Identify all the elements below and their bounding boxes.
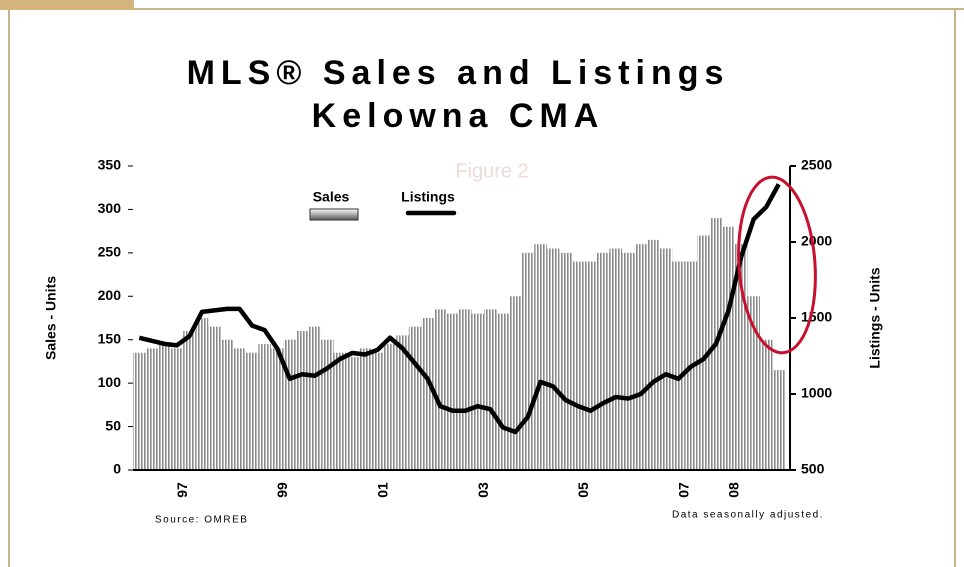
y-tick-label: 50 — [105, 417, 121, 433]
x-tick-label: 08 — [726, 482, 742, 498]
y-tick-label: 150 — [98, 330, 122, 346]
bar — [697, 235, 710, 470]
bar — [270, 348, 284, 470]
bar — [659, 248, 673, 470]
bar — [170, 348, 184, 470]
bar — [358, 348, 372, 470]
bar — [208, 326, 221, 470]
bar — [722, 226, 735, 470]
bar — [596, 252, 610, 470]
bar — [647, 239, 660, 470]
bar — [283, 339, 296, 470]
bar — [158, 344, 171, 470]
bar — [383, 344, 397, 470]
bar — [747, 296, 760, 470]
bar — [195, 318, 209, 470]
bar — [609, 248, 622, 470]
bar — [471, 313, 485, 470]
y2-tick-label: 2500 — [801, 157, 832, 173]
bar — [233, 348, 246, 470]
bar — [308, 326, 322, 470]
bar — [321, 339, 334, 470]
legend-label: Sales — [313, 189, 350, 205]
bar — [559, 252, 572, 470]
x-tick-label: 01 — [374, 482, 390, 498]
bar — [546, 248, 560, 470]
y2-axis-label: Listings - Units — [867, 267, 883, 368]
y-axis-label: Sales - Units — [43, 276, 59, 360]
bar — [584, 261, 597, 470]
bar — [220, 339, 234, 470]
note: Data seasonally adjusted. — [672, 510, 824, 521]
bar — [534, 244, 547, 470]
line — [138, 183, 781, 435]
x-tick-label: 97 — [174, 482, 190, 498]
bar — [245, 352, 259, 470]
bar — [772, 370, 785, 470]
x-tick-label: 07 — [675, 482, 691, 498]
bar — [509, 296, 522, 470]
x-tick-label: 05 — [575, 482, 591, 498]
bar — [333, 352, 347, 470]
y-tick-label: 250 — [98, 244, 122, 260]
bar — [258, 344, 271, 470]
legend-swatch — [309, 208, 359, 221]
bar — [433, 309, 447, 470]
y-tick-label: 200 — [98, 287, 122, 303]
bar — [183, 331, 196, 470]
bar — [759, 339, 773, 470]
y-tick-label: 0 — [113, 461, 121, 477]
chart-title: MLS® Sales and Listings — [187, 54, 730, 92]
bar — [371, 352, 384, 470]
tab — [0, 0, 134, 10]
highlight — [737, 175, 817, 355]
source: Source: OMREB — [155, 515, 248, 526]
y2-tick-label: 1500 — [801, 309, 832, 325]
bar — [408, 326, 422, 470]
bar — [459, 309, 472, 470]
bar — [571, 261, 585, 470]
x-tick-label: 99 — [274, 482, 290, 498]
y2-tick-label: 1000 — [801, 385, 832, 401]
y-tick-label: 300 — [98, 200, 122, 216]
y2-tick-label: 500 — [801, 461, 825, 477]
figure-label: Figure 2 — [455, 160, 528, 182]
bar — [521, 252, 535, 470]
bar — [496, 313, 510, 470]
bar — [634, 244, 648, 470]
y-tick-label: 350 — [98, 157, 122, 173]
bar — [446, 313, 459, 470]
bar — [672, 261, 685, 470]
y-tick-label: 100 — [98, 374, 122, 390]
bar — [484, 309, 497, 470]
chart-subtitle: Kelowna CMA — [312, 97, 605, 135]
bar — [421, 318, 434, 470]
plot: 0501001502002503003505001000150020002500… — [98, 157, 833, 498]
bar — [133, 352, 146, 470]
x-tick-label: 03 — [475, 482, 491, 498]
bar — [622, 252, 635, 470]
bar — [346, 357, 359, 470]
y2-tick-label: 2000 — [801, 233, 832, 249]
bar — [396, 335, 409, 470]
bar — [145, 348, 159, 470]
bar — [296, 331, 309, 470]
legend-label: Listings — [401, 189, 455, 205]
